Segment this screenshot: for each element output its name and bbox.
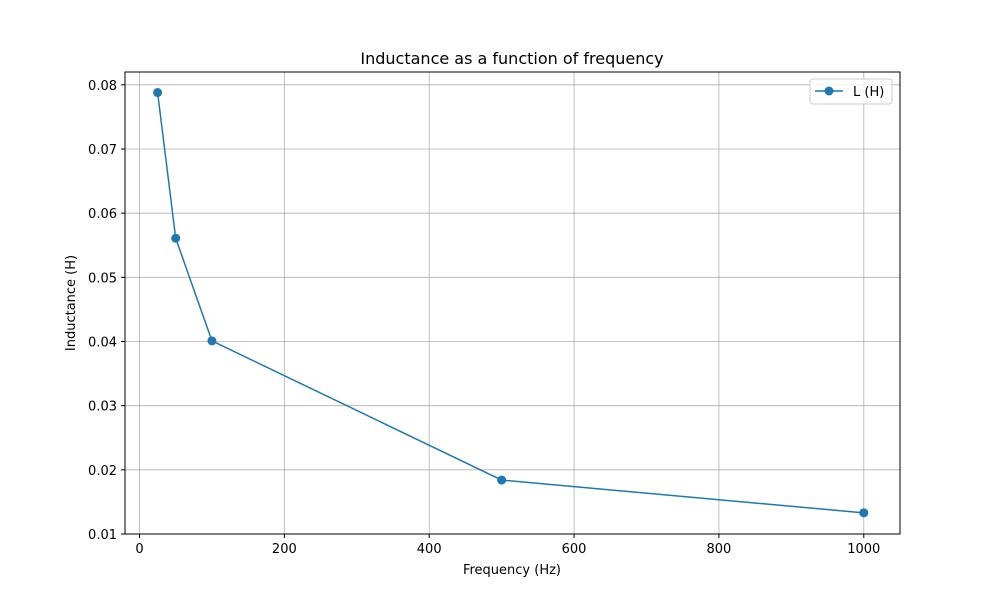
legend-box xyxy=(809,78,893,105)
x-tick-label: 400 xyxy=(417,542,442,557)
y-tick-label: 0.02 xyxy=(88,464,117,479)
y-tick-label: 0.04 xyxy=(88,336,117,351)
chart-title: Inductance as a function of frequency xyxy=(360,49,663,68)
data-point xyxy=(859,508,869,518)
x-axis-label: Frequency (Hz) xyxy=(463,563,561,578)
x-tick-label: 800 xyxy=(707,542,732,557)
x-tick-label: 1000 xyxy=(847,542,880,557)
x-tick-label: 200 xyxy=(272,542,297,557)
y-tick-label: 0.07 xyxy=(88,143,117,158)
x-axis-ticks: 0 200 400 600 800 1000 xyxy=(135,534,880,557)
grid xyxy=(125,72,900,535)
y-tick-label: 0.08 xyxy=(88,79,117,94)
y-tick-label: 0.03 xyxy=(88,400,117,415)
y-tick-label: 0.01 xyxy=(88,528,117,543)
series-layer xyxy=(153,88,869,518)
legend-point-marker xyxy=(824,86,834,96)
y-axis-ticks: 0.01 0.02 0.03 0.04 0.05 0.06 0.07 0.08 xyxy=(88,79,125,543)
x-tick-label: 600 xyxy=(562,542,587,557)
y-tick-label: 0.05 xyxy=(88,271,117,286)
y-axis-label: Inductance (H) xyxy=(64,255,79,351)
plot-area-frame xyxy=(124,71,901,535)
y-tick-label: 0.06 xyxy=(88,207,117,222)
data-point xyxy=(171,233,181,243)
legend-label: L (H) xyxy=(853,85,884,100)
data-point xyxy=(207,336,217,346)
legend: L (H) xyxy=(809,78,893,105)
x-tick-label: 0 xyxy=(135,542,143,557)
data-point xyxy=(153,88,163,98)
data-point xyxy=(497,475,507,485)
